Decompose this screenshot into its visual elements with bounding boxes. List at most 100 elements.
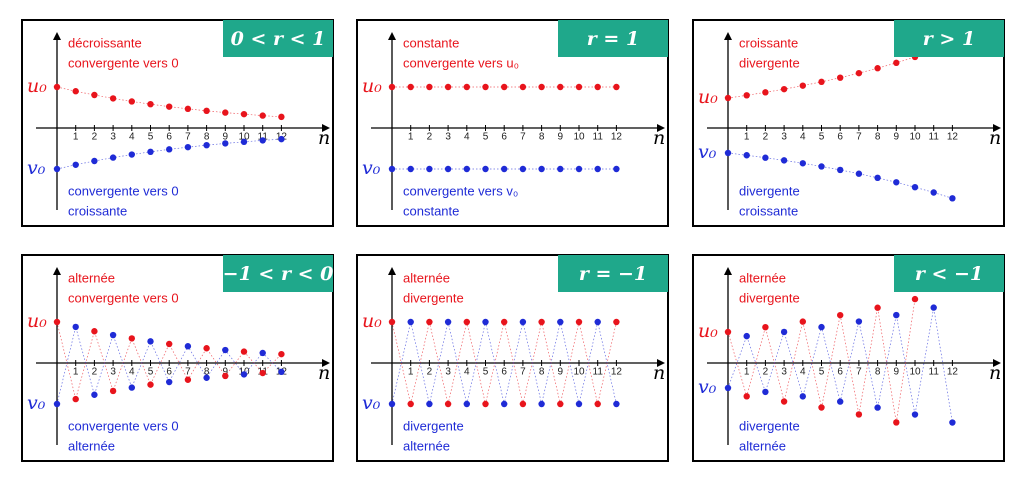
x-arrow — [322, 124, 330, 132]
u-dot — [724, 94, 732, 102]
v-dot — [818, 163, 825, 170]
v-dot — [613, 165, 620, 173]
tick-label: 7 — [185, 367, 191, 378]
tick-label: 6 — [837, 367, 843, 378]
red-caption: divergente — [403, 290, 464, 305]
u-dot — [407, 83, 414, 91]
u-dot — [128, 335, 135, 342]
v-dot — [799, 160, 806, 167]
u-dot — [780, 398, 788, 405]
v-dot — [203, 374, 210, 381]
tick-label: 1 — [73, 132, 79, 143]
v-label: v₀ — [698, 376, 717, 398]
u-dot — [743, 92, 750, 99]
u-dot — [799, 82, 806, 89]
u-dot — [222, 372, 229, 380]
v-dot — [893, 179, 900, 186]
u-dot — [874, 65, 881, 72]
v-dot — [166, 378, 173, 386]
u-dot — [613, 318, 620, 326]
axis-label: n — [653, 362, 665, 384]
tick-label: 1 — [744, 367, 750, 378]
red-caption: convergente vers 0 — [68, 55, 179, 70]
v-dot — [594, 165, 601, 173]
v-dot — [128, 384, 135, 391]
v-dot — [818, 323, 825, 331]
tick-label: 2 — [92, 132, 98, 143]
u-dot — [278, 113, 285, 121]
u-dot — [184, 376, 192, 383]
u-dot — [762, 89, 769, 96]
tick-label: 5 — [819, 367, 825, 378]
u-dot — [893, 59, 900, 67]
u-dot — [53, 318, 61, 326]
red-caption: divergente — [739, 290, 800, 305]
u-dot — [91, 328, 98, 335]
tick-label: 1 — [73, 367, 79, 378]
v-dot — [724, 149, 732, 157]
tick-label: 9 — [894, 132, 900, 143]
v-dot — [594, 318, 601, 326]
red-caption: divergente — [739, 55, 800, 70]
v-label: v₀ — [27, 157, 46, 179]
u-dot — [147, 100, 154, 108]
blue-caption: divergente — [739, 418, 800, 433]
u-dot — [780, 85, 788, 93]
y-arrow — [724, 267, 732, 275]
u-dot — [855, 69, 863, 77]
v-dot — [184, 143, 192, 151]
u-dot — [594, 400, 601, 408]
blue-caption: divergente — [403, 418, 464, 433]
badge-box — [894, 255, 1004, 292]
u-dot — [482, 400, 489, 408]
badge-box — [558, 20, 668, 57]
v-dot — [930, 304, 937, 311]
v-dot — [501, 165, 508, 173]
u-dot — [109, 387, 117, 395]
v-label: v₀ — [27, 392, 46, 414]
v-dot — [222, 346, 229, 354]
u-dot — [762, 323, 769, 331]
v-dot — [538, 400, 545, 408]
v-dot — [762, 154, 769, 161]
tick-label: 4 — [800, 132, 806, 143]
v-dot — [278, 368, 285, 376]
y-arrow — [53, 32, 61, 40]
v-dot — [911, 183, 919, 191]
v-dot — [444, 165, 452, 173]
tick-label: 11 — [593, 132, 604, 143]
tick-label: 5 — [483, 132, 489, 143]
v-dot — [444, 318, 452, 326]
v-dot — [166, 146, 173, 153]
v-dot — [613, 400, 620, 408]
u-label: u₀ — [27, 310, 47, 332]
u-dot — [147, 381, 154, 388]
u-dot — [222, 109, 229, 116]
u-dot — [203, 107, 210, 115]
u-dot — [72, 88, 79, 95]
v-dot — [426, 165, 433, 173]
u-dot — [501, 83, 508, 91]
badge-box — [223, 20, 333, 57]
v-dot — [743, 332, 750, 340]
v-dot — [203, 141, 210, 149]
tick-label: 5 — [148, 132, 154, 143]
u-dot — [278, 350, 285, 358]
tick-label: 6 — [501, 132, 507, 143]
v-dot — [557, 318, 564, 326]
v-dot — [538, 165, 545, 173]
v-dot — [855, 170, 863, 177]
blue-caption: convergente vers 0 — [68, 183, 179, 198]
u-dot — [519, 400, 527, 408]
u-dot — [128, 98, 135, 105]
badge-box — [558, 255, 668, 292]
u-label: u₀ — [27, 75, 47, 97]
u-dot — [557, 83, 564, 91]
v-dot — [91, 157, 98, 165]
v-dot — [501, 400, 508, 408]
tick-label: 8 — [204, 132, 210, 143]
y-arrow — [388, 267, 396, 275]
badge: r > 1 — [923, 28, 975, 50]
u-dot — [426, 83, 433, 91]
